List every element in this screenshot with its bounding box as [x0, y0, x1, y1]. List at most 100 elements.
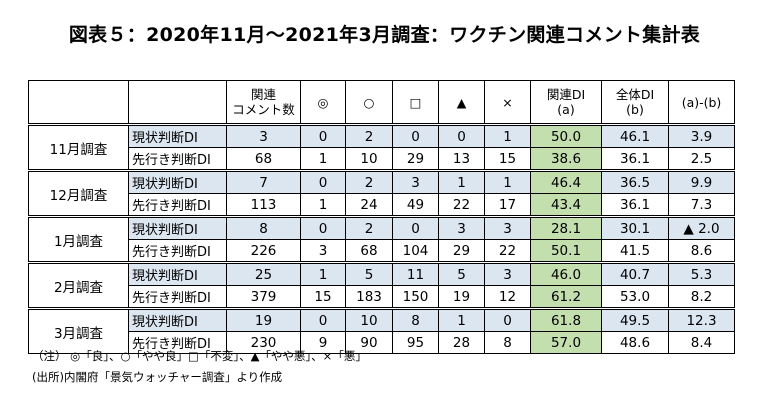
value-cell-diff: 8.2 — [668, 285, 735, 309]
header-good: ○ — [345, 80, 393, 125]
value-cell-c1: 0 — [300, 123, 346, 148]
value-cell-all: 41.5 — [601, 239, 669, 263]
header-bad: ▲ — [438, 80, 485, 125]
survey-month-cell: 12月調査 — [28, 169, 129, 217]
value-cell-c4: 1 — [438, 307, 485, 332]
value-cell-rel: 57.0 — [530, 331, 602, 354]
value-cell-diff: 8.4 — [668, 331, 735, 354]
value-cell-c5: 3 — [484, 215, 531, 240]
header-overall-di-line1: 全体DI — [615, 87, 655, 102]
value-cell-c2: 24 — [345, 193, 393, 217]
header-very-good: ◎ — [300, 80, 346, 125]
value-cell-c1: 1 — [300, 261, 346, 286]
value-cell-count: 3 — [226, 123, 301, 148]
table-row: 先行き判断DI 379 15 183 150 19 12 61.2 53.0 8.2 — [29, 285, 735, 309]
table-row: 3月調査 現状判断DI 19 0 10 8 1 0 61.8 49.5 12.3 — [28, 307, 735, 354]
value-cell-count: 8 — [226, 215, 301, 240]
value-cell-c2: 2 — [345, 169, 393, 194]
value-cell-c4: 5 — [438, 261, 485, 286]
header-overall-di-line2: (b) — [626, 102, 644, 117]
table-row: 2月調査 現状判断DI 25 1 5 11 5 3 46.0 40.7 5.3 — [28, 261, 735, 309]
value-cell-count: 7 — [226, 169, 301, 194]
value-cell-rel: 28.1 — [530, 215, 602, 240]
value-cell-diff: 12.3 — [668, 307, 735, 332]
value-cell-count: 25 — [226, 261, 301, 286]
value-cell-c4: 22 — [438, 193, 485, 217]
value-cell-c3: 0 — [392, 215, 439, 240]
value-cell-c3: 0 — [392, 123, 439, 148]
table-row: 先行き判断DI 113 1 24 49 22 17 43.4 36.1 7.3 — [29, 193, 735, 217]
value-cell-c4: 1 — [438, 169, 485, 194]
di-kind-cell: 先行き判断DI — [128, 147, 227, 171]
value-cell-count: 226 — [226, 239, 301, 263]
di-kind-cell: 先行き判断DI — [128, 193, 227, 217]
di-kind-cell: 先行き判断DI — [128, 331, 227, 354]
value-cell-c5: 22 — [484, 239, 531, 263]
value-cell-c2: 183 — [345, 285, 393, 309]
survey-month-cell: 11月調査 — [28, 123, 129, 171]
header-corner-kind — [128, 80, 227, 125]
value-cell-c2: 2 — [345, 215, 393, 240]
value-cell-c4: 29 — [438, 239, 485, 263]
value-cell-all: 30.1 — [601, 215, 669, 240]
value-cell-c3: 150 — [392, 285, 439, 309]
header-row: 関連 コメント数 ◎ ○ □ ▲ × 関連DI (a) 全体DI (b) (a)… — [28, 80, 735, 125]
value-cell-c5: 12 — [484, 285, 531, 309]
value-cell-c3: 3 — [392, 169, 439, 194]
value-cell-rel: 61.2 — [530, 285, 602, 309]
page-title: 図表５：2020年11月～2021年3月調査：ワクチン関連コメント集計表 — [68, 24, 701, 46]
di-kind-cell: 先行き判断DI — [128, 285, 227, 309]
value-cell-c5: 15 — [484, 147, 531, 171]
value-cell-diff: 8.6 — [668, 239, 735, 263]
value-cell-c3: 29 — [392, 147, 439, 171]
value-cell-all: 40.7 — [601, 261, 669, 286]
value-cell-c2: 5 — [345, 261, 393, 286]
value-cell-c2: 2 — [345, 123, 393, 148]
table-row: 先行き判断DI 230 9 90 95 28 8 57.0 48.6 8.4 — [29, 331, 735, 354]
value-cell-diff: 3.9 — [668, 123, 735, 148]
value-cell-count: 113 — [226, 193, 301, 217]
value-cell-c2: 10 — [345, 307, 393, 332]
table-row: 1月調査 現状判断DI 8 0 2 0 3 3 28.1 30.1 ▲ 2.0 — [28, 215, 735, 263]
header-corner-month — [28, 80, 129, 125]
value-cell-c1: 0 — [300, 169, 346, 194]
value-cell-c4: 13 — [438, 147, 485, 171]
footnote-source: (出所)内閣府「景気ウォッチャー調査」より作成 — [32, 370, 283, 384]
value-cell-rel: 61.8 — [530, 307, 602, 332]
value-cell-c1: 0 — [300, 307, 346, 332]
value-cell-c1: 0 — [300, 215, 346, 240]
header-comment-count: 関連 コメント数 — [226, 80, 301, 125]
header-overall-di: 全体DI (b) — [601, 80, 669, 125]
value-cell-count: 19 — [226, 307, 301, 332]
header-unchanged: □ — [392, 80, 439, 125]
value-cell-c4: 28 — [438, 331, 485, 354]
value-cell-c1: 15 — [300, 285, 346, 309]
value-cell-c3: 49 — [392, 193, 439, 217]
survey-month-cell: 2月調査 — [28, 261, 129, 309]
value-cell-diff: ▲ 2.0 — [668, 215, 735, 240]
value-cell-rel: 46.0 — [530, 261, 602, 286]
value-cell-c2: 68 — [345, 239, 393, 263]
value-cell-c5: 1 — [484, 169, 531, 194]
value-cell-rel: 38.6 — [530, 147, 602, 171]
value-cell-all: 46.1 — [601, 123, 669, 148]
header-related-di: 関連DI (a) — [530, 80, 602, 125]
value-cell-rel: 43.4 — [530, 193, 602, 217]
header-very-bad: × — [484, 80, 531, 125]
footnote-legend: （注） ◎「良」、○「やや良」□「不変」、▲「やや悪」、×「悪」 — [32, 349, 367, 363]
header-related-di-line1: 関連DI — [546, 87, 586, 102]
header-comment-count-line2: コメント数 — [232, 102, 295, 117]
value-cell-diff: 2.5 — [668, 147, 735, 171]
table-row: 12月調査 現状判断DI 7 0 2 3 1 1 46.4 36.5 9.9 — [28, 169, 735, 217]
table-row: 先行き判断DI 226 3 68 104 29 22 50.1 41.5 8.6 — [29, 239, 735, 263]
value-cell-c2: 10 — [345, 147, 393, 171]
value-cell-c3: 104 — [392, 239, 439, 263]
header-difference: (a)-(b) — [668, 80, 735, 125]
table-row: 先行き判断DI 68 1 10 29 13 15 38.6 36.1 2.5 — [29, 147, 735, 171]
vaccine-comment-table: 関連 コメント数 ◎ ○ □ ▲ × 関連DI (a) 全体DI (b) (a)… — [28, 80, 735, 354]
value-cell-c3: 11 — [392, 261, 439, 286]
value-cell-c5: 3 — [484, 261, 531, 286]
value-cell-c5: 17 — [484, 193, 531, 217]
value-cell-c1: 1 — [300, 193, 346, 217]
value-cell-count: 68 — [226, 147, 301, 171]
